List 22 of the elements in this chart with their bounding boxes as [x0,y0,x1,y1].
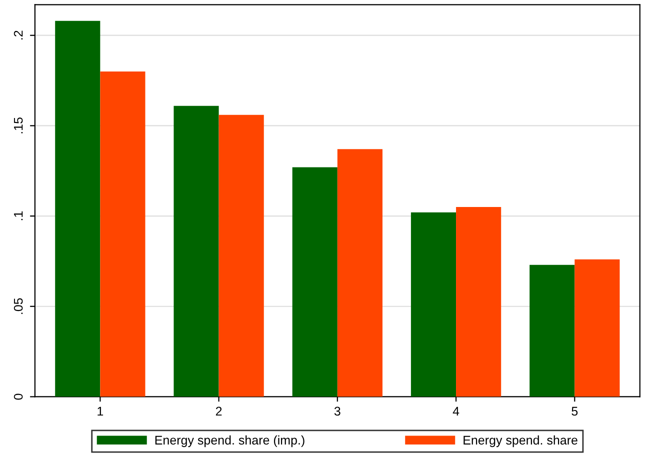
y-tick-label: .15 [14,118,23,134]
bar [174,106,219,397]
y-tick-label: 0 [14,394,23,400]
y-tick-label: .1 [14,211,23,220]
legend-label: Energy spend. share [464,435,578,448]
legend-label: Energy spend. share (imp.) [155,435,304,448]
x-tick-label: 3 [334,406,340,416]
bar [410,212,456,397]
x-tick-label: 5 [572,406,578,416]
bar [337,149,382,397]
bar [456,207,502,397]
bar [292,167,338,397]
x-tick-label: 4 [452,406,460,416]
bar [530,264,575,397]
bar [218,114,264,397]
x-tick-label: 1 [98,406,104,416]
y-tick-label: .05 [14,298,23,314]
x-tick-label: 2 [216,406,222,416]
bar [574,259,620,397]
bar [55,20,100,397]
bar [100,71,146,397]
y-tick-label: .2 [14,30,23,40]
